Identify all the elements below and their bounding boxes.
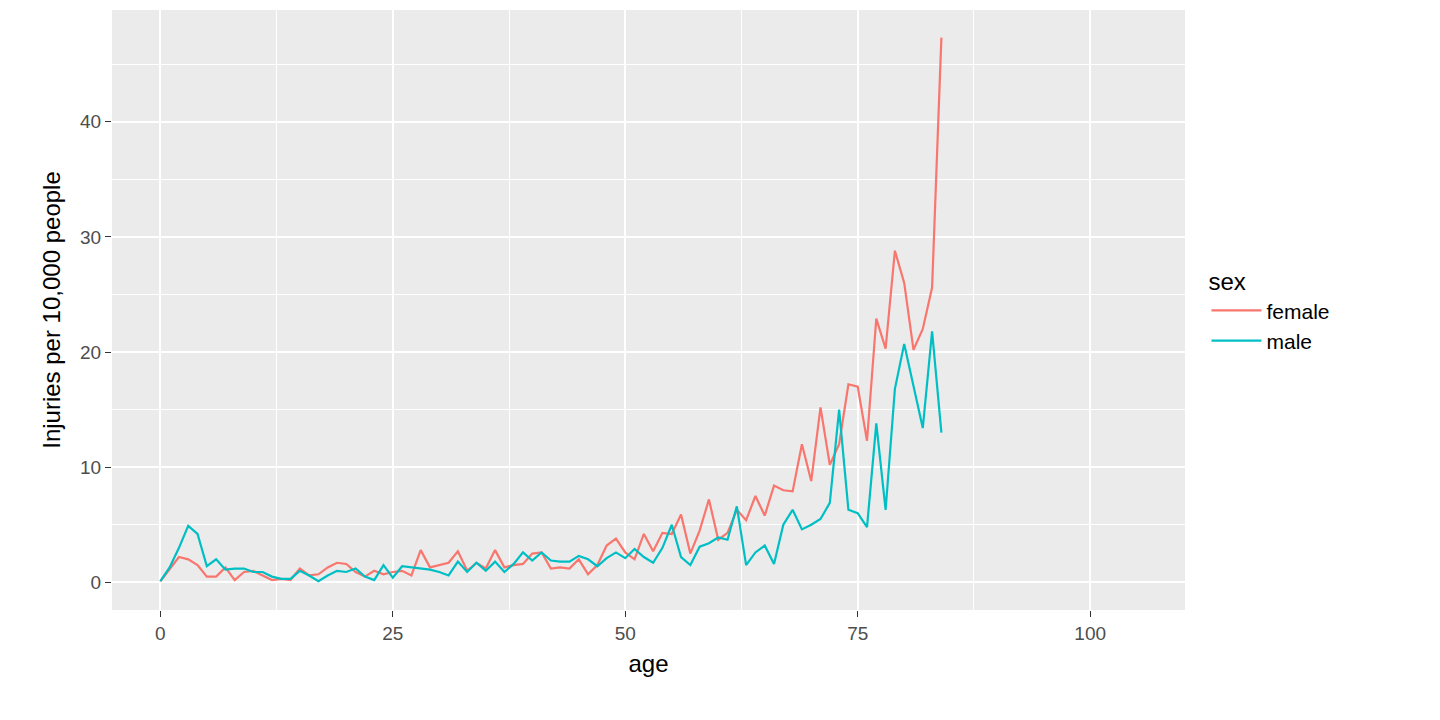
svg-text:0: 0 bbox=[91, 572, 102, 593]
svg-text:20: 20 bbox=[80, 342, 101, 363]
svg-text:10: 10 bbox=[80, 457, 101, 478]
svg-text:sex: sex bbox=[1208, 268, 1245, 295]
svg-text:age: age bbox=[628, 650, 668, 677]
svg-text:30: 30 bbox=[80, 227, 101, 248]
svg-text:50: 50 bbox=[615, 623, 636, 644]
svg-text:100: 100 bbox=[1074, 623, 1106, 644]
svg-text:40: 40 bbox=[80, 111, 101, 132]
svg-text:Injuries per 10,000 people: Injuries per 10,000 people bbox=[38, 171, 65, 449]
svg-text:0: 0 bbox=[155, 623, 166, 644]
svg-text:female: female bbox=[1266, 300, 1329, 323]
svg-text:25: 25 bbox=[382, 623, 403, 644]
svg-text:male: male bbox=[1266, 330, 1312, 353]
svg-text:75: 75 bbox=[847, 623, 868, 644]
